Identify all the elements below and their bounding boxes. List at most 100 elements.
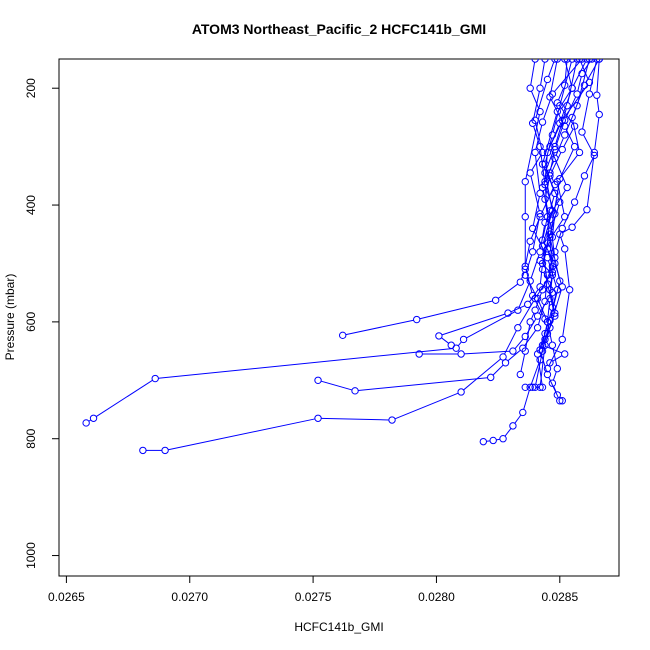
profile-series	[521, 59, 596, 323]
data-point	[161, 446, 169, 455]
data-point	[563, 183, 571, 192]
data-point	[568, 84, 576, 92]
profile-segment	[549, 278, 553, 296]
profile-segment	[545, 187, 555, 211]
data-point	[536, 84, 544, 92]
profile-segment	[504, 330, 517, 355]
data-point	[558, 145, 566, 154]
data-point	[546, 294, 554, 303]
data-point	[538, 383, 547, 392]
data-point	[541, 315, 549, 323]
data-point	[580, 172, 589, 180]
data-point	[457, 388, 465, 396]
profile-segment	[530, 312, 535, 320]
profile-segment	[545, 330, 550, 343]
profile-segment	[514, 414, 522, 424]
data-point	[548, 131, 557, 139]
data-point	[509, 347, 517, 355]
data-point	[546, 172, 554, 180]
data-point	[526, 237, 534, 245]
data-point	[479, 437, 488, 446]
profile-segment	[321, 417, 389, 421]
data-point	[551, 189, 559, 198]
data-point	[521, 383, 529, 392]
x-tick-label: 0.0280	[418, 590, 455, 604]
data-point	[509, 422, 517, 430]
data-point	[521, 271, 529, 279]
x-tick-label: 0.0270	[171, 590, 208, 604]
data-point	[578, 69, 586, 78]
profile-segment	[492, 364, 504, 376]
data-point	[558, 397, 566, 405]
profile-segment	[544, 278, 548, 299]
data-point	[561, 116, 569, 125]
profile-segment	[563, 204, 574, 226]
profile-segment	[535, 82, 548, 118]
profile-segment	[533, 298, 544, 317]
data-point	[521, 177, 529, 186]
data-point	[541, 59, 549, 63]
data-point	[578, 59, 586, 63]
profile-segment	[533, 231, 547, 255]
profile-segment	[541, 239, 552, 258]
profile-segment	[530, 90, 540, 109]
data-point	[457, 350, 465, 358]
profile-segment	[548, 342, 562, 366]
profile-segment	[562, 228, 570, 234]
x-tick-label: 0.0275	[295, 590, 332, 604]
data-point	[556, 230, 564, 238]
data-point	[533, 324, 542, 332]
profile-segment	[586, 155, 595, 207]
data-point	[521, 332, 529, 341]
profile-segment	[547, 301, 551, 319]
data-point	[543, 370, 552, 379]
data-point	[521, 262, 529, 271]
profile-segment	[545, 345, 562, 354]
data-point	[570, 198, 579, 206]
data-point	[548, 341, 557, 349]
data-point	[314, 414, 322, 422]
profile-segment	[538, 336, 545, 352]
profile-segment	[558, 90, 571, 110]
profile-segment	[552, 355, 563, 362]
profile-segment	[542, 234, 550, 261]
x-tick-label: 0.0285	[541, 590, 578, 604]
data-point	[501, 359, 510, 367]
profile-segment	[545, 137, 553, 162]
profile-segment	[560, 237, 565, 246]
data-point	[551, 145, 559, 154]
profile-series	[521, 59, 566, 405]
data-point	[514, 324, 522, 332]
profile-segment	[558, 105, 574, 124]
data-point	[590, 151, 599, 160]
profile-segment	[518, 283, 530, 308]
data-point	[536, 256, 544, 265]
profile-segment	[583, 134, 594, 153]
data-point	[528, 119, 537, 127]
data-point	[553, 364, 562, 373]
profile-segment	[564, 251, 570, 287]
profile-series	[435, 59, 579, 349]
profile-segment	[555, 231, 562, 249]
profile-segment	[541, 262, 551, 274]
data-point	[561, 245, 569, 253]
data-point	[573, 102, 581, 110]
profile-segment	[596, 62, 600, 93]
data-point	[388, 416, 396, 424]
data-point	[499, 435, 507, 443]
data-point	[491, 296, 500, 304]
data-point	[526, 318, 534, 326]
profile-segment	[95, 379, 153, 417]
data-point	[578, 128, 586, 136]
profile-series	[339, 59, 544, 340]
data-point	[556, 175, 564, 183]
data-point	[536, 189, 544, 198]
profile-segment	[545, 178, 550, 197]
data-point	[526, 383, 534, 392]
profile-segment	[564, 62, 568, 83]
data-point	[565, 286, 574, 294]
profile-segment	[558, 88, 564, 101]
profile-segment	[550, 240, 560, 278]
profile-segment	[540, 187, 554, 215]
profile-segment	[548, 61, 555, 77]
